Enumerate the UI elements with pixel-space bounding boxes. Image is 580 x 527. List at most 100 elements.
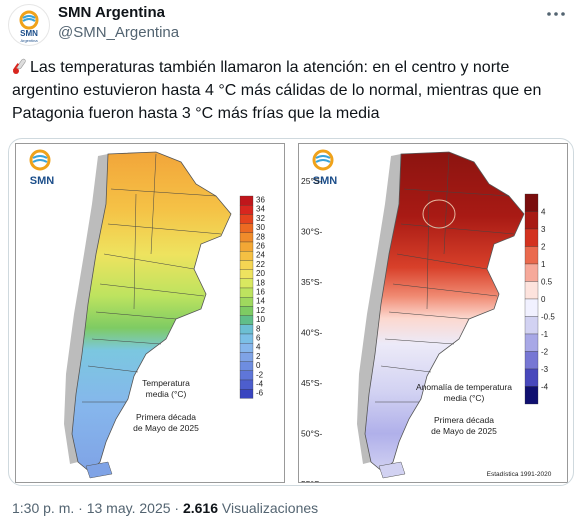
anom-title-1: Anomalía de temperatura	[416, 382, 512, 392]
temperature-colorbar-label: 22	[256, 260, 265, 269]
temperature-colorbar-label: 8	[256, 324, 261, 333]
temperature-colorbar-swatch	[239, 379, 254, 390]
temperature-colorbar-swatch	[239, 315, 254, 325]
tweet-date[interactable]: 13 may. 2025	[86, 500, 171, 516]
tweet-meta: 1:30 p. m. · 13 may. 2025 · 2.616 Visual…	[12, 500, 318, 516]
temperature-colorbar-swatch	[239, 361, 254, 371]
views-count: 2.616	[182, 500, 219, 516]
temperature-colorbar-label: 34	[256, 205, 265, 214]
temperature-colorbar-swatch	[239, 205, 254, 215]
temperature-colorbar-swatch	[239, 389, 254, 399]
latitude-label: 30°S-	[301, 227, 323, 237]
temperature-map-frame: SMN 36 34 32 30 28 26 24 22 20 18 16 14 12 10 8 6 4 2 0 -2-…	[15, 143, 285, 483]
temperature-colorbar-swatch	[239, 343, 254, 353]
anomaly-colorbar-swatch	[524, 316, 539, 335]
temperature-colorbar-label: 0	[256, 361, 261, 370]
anomaly-colorbar-swatch	[524, 246, 539, 265]
anomaly-colorbar-label: 3	[541, 225, 546, 234]
temperature-colorbar-swatch	[239, 297, 254, 307]
temperature-colorbar-label: 16	[256, 288, 265, 297]
temperature-colorbar-label: 6	[256, 334, 261, 343]
anomaly-colorbar-label: 4	[541, 208, 546, 217]
smn-logo-text-right: SMN	[313, 175, 338, 187]
smn-logo-text-left: SMN	[30, 175, 55, 187]
anomaly-colorbar-swatch	[524, 263, 539, 282]
temperature-colorbar-swatch	[239, 352, 254, 362]
argentina-shape	[71, 151, 232, 473]
anomaly-colorbar-label: -4	[541, 383, 549, 392]
temperature-map[interactable]: SMN 36 34 32 30 28 26 24 22 20 18 16 14 12 10 8 6 4 2 0 -2-…	[9, 139, 290, 485]
temp-title-2: media (°C)	[146, 389, 187, 399]
temperature-colorbar-swatch	[239, 370, 254, 381]
tweet-text: Las temperaturas también llamaron la ate…	[12, 56, 568, 125]
temp-period-1: Primera década	[136, 412, 196, 422]
author-handle[interactable]: @SMN_Argentina	[58, 24, 180, 41]
temperature-colorbar-swatch	[239, 232, 254, 243]
temperature-colorbar-label: 10	[256, 315, 265, 324]
avatar[interactable]: SMN Argentina	[8, 4, 50, 46]
temperature-colorbar-label: -4	[256, 380, 264, 389]
temp-period-2: de Mayo de 2025	[133, 423, 199, 433]
temperature-colorbar-label: 14	[256, 297, 265, 306]
anom-title-2: media (°C)	[444, 393, 485, 403]
thermometer-icon	[12, 58, 26, 74]
temperature-colorbar-swatch	[239, 306, 254, 316]
temperature-colorbar-label: 28	[256, 232, 265, 241]
anomaly-colorbar-swatch	[524, 351, 539, 370]
temperature-colorbar-label: 2	[256, 352, 261, 361]
smn-logo-icon: SMN Argentina	[19, 10, 39, 43]
meta-sep-2: ·	[174, 500, 180, 516]
anom-period-2: de Mayo de 2025	[431, 426, 497, 436]
temperature-colorbar-label: 26	[256, 242, 265, 251]
anomaly-colorbar-label: 0.5	[541, 278, 553, 287]
avatar-text: SMN	[20, 29, 38, 38]
temperature-colorbar-label: 32	[256, 214, 265, 223]
anomaly-colorbar-label: -0.5	[541, 313, 555, 322]
anomaly-colorbar-label: -3	[541, 365, 549, 374]
temperature-colorbar-swatch	[239, 214, 254, 224]
author-name[interactable]: SMN Argentina	[58, 4, 165, 21]
more-icon	[547, 12, 565, 16]
temperature-colorbar-label: -2	[256, 370, 264, 379]
tweet-time[interactable]: 1:30 p. m.	[12, 500, 75, 516]
temperature-colorbar-swatch	[239, 278, 254, 289]
anomaly-colorbar-label: 1	[541, 260, 546, 269]
smn-logo-right: SMN	[312, 149, 338, 187]
tweet-body: Las temperaturas también llamaron la ate…	[12, 59, 542, 122]
latitude-label: 35°S-	[301, 277, 323, 287]
meta-sep-1: ·	[78, 500, 83, 516]
anomaly-colorbar-swatch	[524, 228, 539, 247]
anomaly-colorbar-swatch	[524, 333, 539, 352]
temperature-colorbar-label: 18	[256, 278, 265, 287]
anomaly-colorbar: 4 3 2 1 0.5 0 -0.5 -1 -2 -3 -4	[524, 193, 555, 405]
anomaly-colorbar-swatch	[524, 298, 539, 317]
latitude-label: 55°S-	[301, 479, 323, 482]
temperature-colorbar-label: 24	[256, 251, 265, 260]
anomaly-colorbar-swatch	[524, 386, 539, 405]
temperature-colorbar-label: -6	[256, 389, 264, 398]
latitude-label: 45°S-	[301, 378, 323, 388]
temperature-colorbar-swatch	[239, 195, 254, 206]
temperature-colorbar-swatch	[239, 260, 254, 270]
anomaly-colorbar-label: -1	[541, 330, 549, 339]
temperature-colorbar-swatch	[239, 269, 254, 279]
anomaly-colorbar-label: -2	[541, 348, 549, 357]
anom-period-1: Primera década	[434, 415, 494, 425]
more-options-button[interactable]	[544, 2, 568, 26]
temperature-colorbar-label: 20	[256, 269, 265, 278]
tweet-header: SMN Argentina SMN Argentina @SMN_Argenti…	[8, 0, 572, 48]
latitude-label: 50°S-	[301, 429, 323, 439]
temperature-colorbar-swatch	[239, 333, 254, 344]
temperature-colorbar-swatch	[239, 324, 254, 335]
argentina-shape-anomaly	[364, 151, 525, 473]
temperature-colorbar-label: 30	[256, 223, 265, 232]
tweet-media[interactable]: SMN 36 34 32 30 28 26 24 22 20 18 16 14 12 10 8 6 4 2 0 -2-…	[8, 138, 574, 486]
temperature-map-svg: SMN 363432302826242220181614121086420-2-…	[29, 149, 265, 479]
temperature-colorbar-label: 12	[256, 306, 265, 315]
anomaly-colorbar-swatch	[524, 193, 539, 212]
anomaly-map-frame: SMN 25°S-30°S-35°S-40°S-45°S-50°S-55°S- …	[298, 143, 568, 485]
anomaly-colorbar-swatch	[524, 211, 539, 230]
anom-source: Estadística 1991-2020	[487, 471, 552, 478]
anomaly-map[interactable]: SMN 25°S-30°S-35°S-40°S-45°S-50°S-55°S- …	[292, 139, 573, 485]
